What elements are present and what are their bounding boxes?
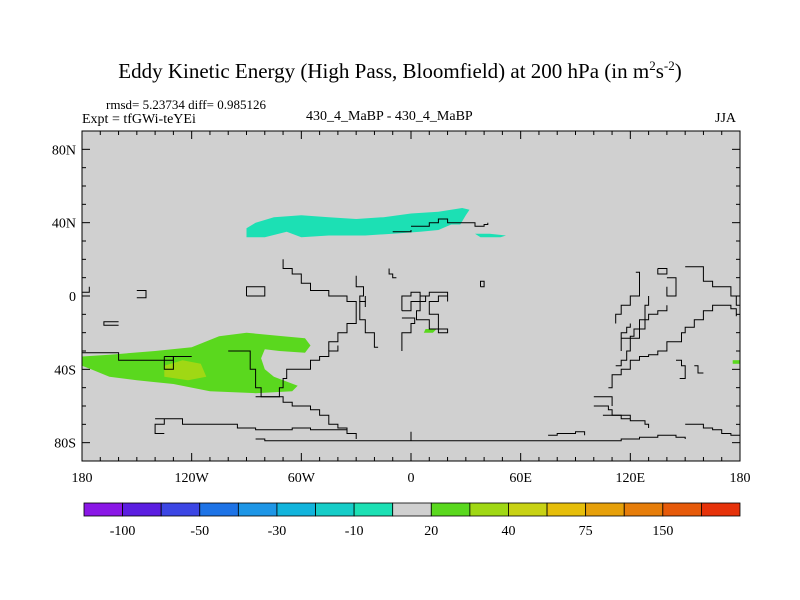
colorbar-label: 150 bbox=[652, 524, 673, 539]
colorbar-swatch bbox=[160, 502, 201, 517]
coastline-segment bbox=[666, 277, 677, 297]
coastline-segment bbox=[401, 291, 449, 334]
coastline-segment bbox=[608, 304, 737, 389]
coastline-segment bbox=[163, 356, 174, 370]
field-regions bbox=[82, 208, 740, 394]
coastline-segment bbox=[548, 431, 586, 436]
colorbar-swatch bbox=[508, 502, 548, 517]
colorbar-swatch bbox=[662, 502, 702, 517]
coastline-segment bbox=[401, 317, 416, 351]
coastline-segment bbox=[255, 434, 686, 442]
coastline-segment bbox=[621, 296, 650, 339]
coastline-segment bbox=[480, 280, 485, 288]
colorbar-label: 40 bbox=[501, 524, 515, 539]
colorbar-label: -30 bbox=[268, 524, 287, 539]
region-teal-small-east bbox=[475, 233, 506, 238]
colorbar-swatch bbox=[122, 502, 162, 517]
y-tick-label: 40S bbox=[54, 363, 76, 378]
coastline-segment bbox=[392, 230, 412, 233]
coastline-segment bbox=[411, 218, 489, 227]
stats-line: rmsd= 5.23734 diff= 0.985126 bbox=[106, 97, 266, 112]
coastline-segment bbox=[136, 290, 147, 299]
coastline-segment bbox=[355, 275, 366, 307]
x-tick-label: 180 bbox=[72, 471, 93, 486]
colorbar-swatch bbox=[353, 502, 394, 517]
colorbar-label: -10 bbox=[345, 524, 364, 539]
chart-title: Eddy Kinetic Energy (High Pass, Bloomfie… bbox=[0, 58, 800, 84]
colorbar-label: 20 bbox=[424, 524, 438, 539]
region-green-speck-indian bbox=[423, 329, 437, 333]
colorbar-swatch bbox=[701, 502, 741, 517]
coastlines bbox=[82, 218, 740, 442]
colorbar-label: -50 bbox=[190, 524, 209, 539]
chart-title-end: ) bbox=[674, 59, 682, 83]
coastline-segment bbox=[694, 365, 704, 374]
coastline-segment bbox=[82, 286, 90, 293]
coastline-segment bbox=[685, 266, 740, 311]
x-tick-label: 120W bbox=[175, 471, 210, 486]
colorbar-swatch bbox=[315, 502, 355, 517]
y-tick-label: 40N bbox=[52, 217, 76, 232]
axis-ticks: 180 120W 60W 0 60E 120E 180 80N 40N 0 40S 80S bbox=[52, 130, 751, 486]
colorbar-swatch bbox=[276, 502, 316, 517]
coastline-segment bbox=[657, 268, 668, 275]
x-tick-label: 0 bbox=[408, 471, 415, 486]
chart-title-mid: s bbox=[655, 59, 664, 83]
region-green-edge-east bbox=[732, 360, 740, 364]
colorbar-swatch bbox=[623, 502, 664, 517]
colorbar-swatch bbox=[392, 502, 432, 517]
colorbar-swatch bbox=[546, 502, 587, 517]
region-yellowgreen-core bbox=[164, 360, 207, 381]
coastline-segment bbox=[154, 418, 165, 434]
x-tick-label: 60W bbox=[288, 471, 316, 486]
x-tick-label: 120E bbox=[616, 471, 646, 486]
coastline-segment bbox=[388, 268, 397, 279]
chart-title-sup2: -2 bbox=[663, 58, 675, 73]
coastline-segment bbox=[103, 321, 119, 326]
case-line: 430_4_MaBP - 430_4_MaBP bbox=[306, 109, 473, 124]
region-teal-north-pacific-atlantic bbox=[246, 208, 470, 238]
coastline-segment bbox=[685, 423, 740, 439]
y-tick-label: 80S bbox=[54, 437, 76, 452]
coastline-segment bbox=[615, 271, 640, 324]
coastline-segment bbox=[593, 396, 613, 406]
expt-line: Expt = tfGWi-teYEi bbox=[82, 112, 196, 127]
chart-title-main: Eddy Kinetic Energy (High Pass, Bloomfie… bbox=[118, 59, 650, 83]
colorbar-swatch bbox=[430, 502, 471, 517]
colorbar-label: -100 bbox=[110, 524, 136, 539]
chart-title-sup1: 2 bbox=[649, 58, 656, 73]
colorbar-swatch bbox=[83, 502, 123, 517]
coastline-segment bbox=[615, 305, 668, 367]
coastline-segment bbox=[282, 259, 357, 351]
colorbar-swatch bbox=[585, 502, 625, 517]
coastline-segment bbox=[155, 418, 357, 434]
colorbar-label: 75 bbox=[579, 524, 593, 539]
colorbar-swatch bbox=[237, 502, 278, 517]
colorbar-swatch bbox=[199, 502, 239, 517]
coastline-segment bbox=[602, 414, 631, 420]
x-tick-label: 180 bbox=[730, 471, 751, 486]
colorbar-swatch bbox=[469, 502, 509, 517]
coastline-segment bbox=[620, 323, 631, 351]
coastline-segment bbox=[246, 286, 266, 297]
coastline-segment bbox=[255, 396, 357, 439]
season-label: JJA bbox=[715, 111, 737, 126]
y-tick-label: 80N bbox=[52, 143, 76, 158]
y-tick-label: 0 bbox=[69, 290, 76, 305]
coastline-segment bbox=[228, 345, 339, 398]
coastline-segment bbox=[676, 359, 686, 379]
coastline-segment bbox=[593, 405, 650, 428]
colorbar: -100 -50 -30 -10 20 40 75 150 bbox=[83, 502, 741, 539]
x-tick-label: 60E bbox=[509, 471, 532, 486]
